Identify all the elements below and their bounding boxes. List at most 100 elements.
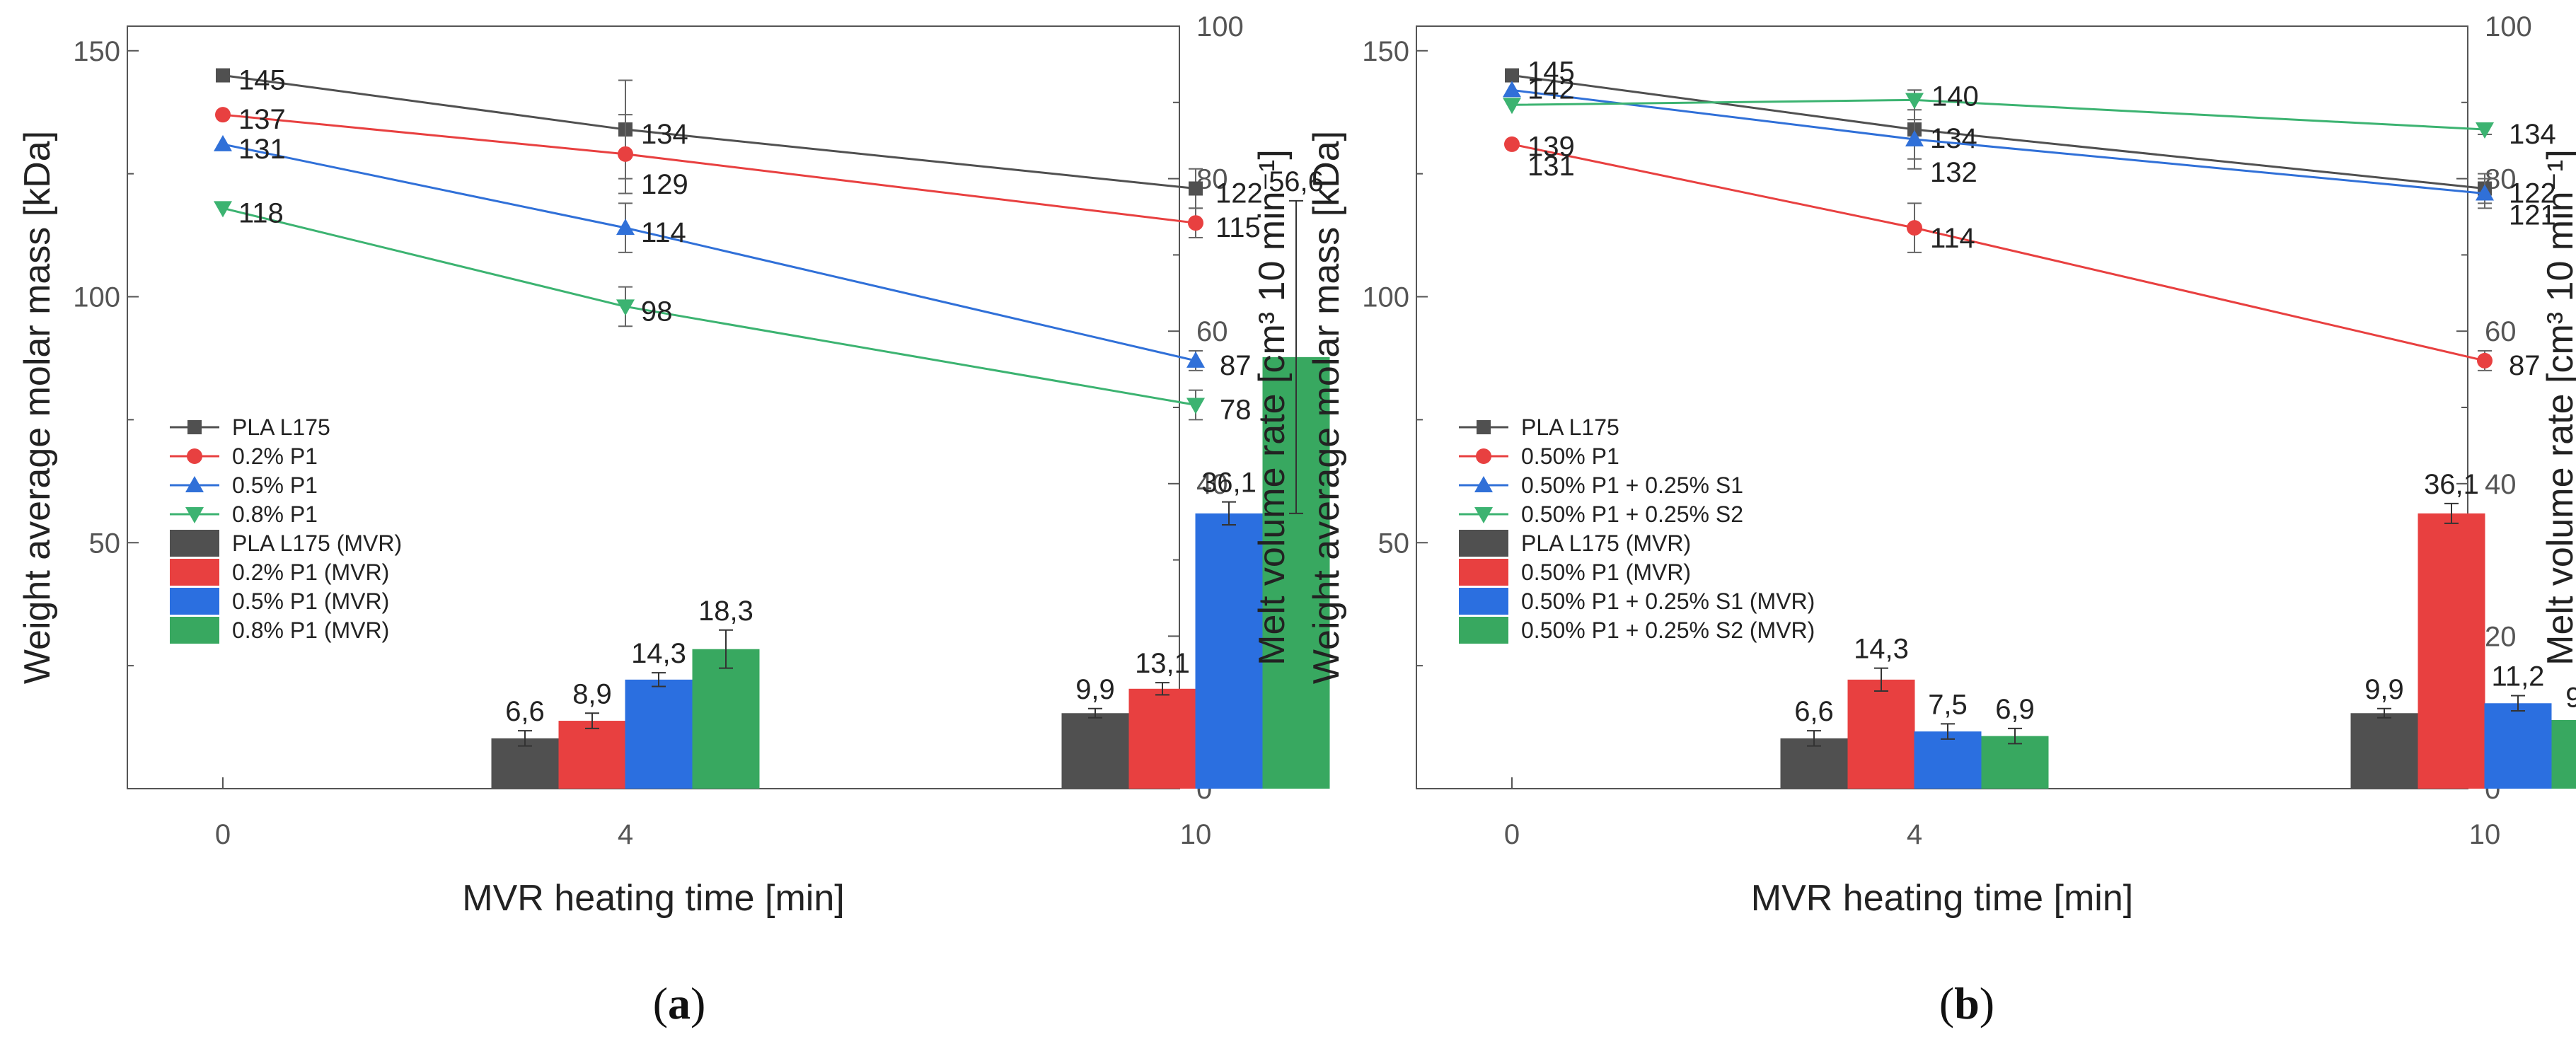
line-value-label: 134 bbox=[641, 119, 688, 150]
marker-triangle-up-icon bbox=[616, 219, 635, 236]
bar-value-label: 7,5 bbox=[1928, 689, 1968, 720]
left-axis-title: Weight average molar mass [kDa] bbox=[1306, 131, 1347, 684]
bar-value-label: 6,9 bbox=[1995, 694, 2035, 725]
right-tick-label: 60 bbox=[2485, 316, 2517, 347]
right-axis-title: Melt volume rate [cm³ 10 min⁻¹] bbox=[2540, 149, 2576, 666]
bar-value-label: 11,2 bbox=[2492, 661, 2545, 692]
bar-pla-l175-mvr- bbox=[1061, 713, 1129, 789]
bar-value-label: 13,1 bbox=[1135, 648, 1190, 679]
bar-0-2-p1-mvr- bbox=[558, 721, 626, 789]
marker-triangle-down-icon bbox=[1905, 93, 1924, 110]
marker-triangle-up-icon bbox=[214, 134, 232, 151]
marker-square-icon bbox=[1189, 181, 1203, 196]
panel-label: (a) bbox=[653, 978, 706, 1028]
bar-value-label: 6,6 bbox=[505, 696, 545, 727]
marker-triangle-down-icon bbox=[1186, 398, 1205, 414]
line-0-2-p1 bbox=[222, 113, 1196, 224]
legend-label: PLA L175 (MVR) bbox=[232, 530, 402, 556]
x-tick-label: 4 bbox=[618, 819, 633, 850]
legend-swatch bbox=[1459, 588, 1508, 615]
marker-triangle-up-icon bbox=[1186, 351, 1205, 368]
legend-marker-square-icon bbox=[1477, 420, 1491, 434]
line-value-label: 137 bbox=[238, 104, 286, 135]
panel-label: (b) bbox=[1939, 978, 1994, 1028]
legend-swatch bbox=[170, 588, 219, 615]
bar-value-label: 9,9 bbox=[1075, 674, 1115, 705]
marker-triangle-up-icon bbox=[1503, 81, 1521, 98]
line-value-label: 78 bbox=[1220, 395, 1252, 426]
line-value-label: 87 bbox=[1220, 350, 1252, 381]
marker-triangle-up-icon bbox=[2476, 184, 2494, 201]
line-value-label: 145 bbox=[238, 65, 286, 96]
legend-marker-square-icon bbox=[187, 420, 202, 434]
left-tick-label: 150 bbox=[1362, 36, 1409, 67]
legend-label: 0.8% P1 (MVR) bbox=[232, 617, 389, 643]
line-0-5-p1 bbox=[222, 143, 1196, 362]
legend-swatch bbox=[1459, 530, 1508, 557]
marker-square-icon bbox=[1505, 68, 1519, 83]
bar-0-5-p1-mvr- bbox=[1195, 513, 1263, 789]
chart-panel-a: 5010015002040608010004106,69,98,913,114,… bbox=[17, 11, 1330, 1028]
line-value-label: 145 bbox=[1527, 57, 1575, 88]
marker-circle-icon bbox=[215, 107, 231, 123]
line-value-label: 142 bbox=[1527, 74, 1575, 105]
x-tick-label: 4 bbox=[1907, 819, 1922, 850]
bar-value-label: 18,3 bbox=[698, 596, 753, 627]
line-value-label: 118 bbox=[238, 197, 284, 228]
bar-value-label: 14,3 bbox=[631, 638, 686, 669]
legend-label: 0.50% P1 (MVR) bbox=[1521, 559, 1691, 585]
legend-label: 0.50% P1 + 0.25% S1 (MVR) bbox=[1521, 588, 1815, 614]
bar-value-label: 9,0 bbox=[2565, 683, 2576, 714]
line-0-50-p1 bbox=[1511, 143, 2485, 362]
bar-0-50-p1-0-25-s2-mvr- bbox=[1981, 736, 2049, 789]
line-value-label: 121 bbox=[2509, 199, 2556, 231]
x-tick-label: 10 bbox=[2469, 819, 2501, 850]
line-value-label: 132 bbox=[1930, 157, 1977, 188]
x-axis-title: MVR heating time [min] bbox=[462, 878, 844, 919]
panel-letter: a bbox=[668, 978, 691, 1028]
right-tick-label: 60 bbox=[1196, 316, 1228, 347]
marker-triangle-down-icon bbox=[616, 299, 635, 316]
line-value-label: 122 bbox=[2509, 178, 2556, 209]
x-tick-label: 0 bbox=[215, 819, 231, 850]
line-value-label: 98 bbox=[641, 296, 673, 327]
legend-marker-triangle-up-icon bbox=[185, 476, 204, 492]
legend-swatch bbox=[1459, 559, 1508, 586]
legend-marker-triangle-down-icon bbox=[1474, 507, 1493, 523]
legend-marker-circle-icon bbox=[187, 448, 202, 464]
x-axis-title: MVR heating time [min] bbox=[1751, 878, 2133, 919]
bar-pla-l175-mvr- bbox=[2350, 713, 2418, 789]
legend-swatch bbox=[170, 617, 219, 644]
bar-0-50-p1-0-25-s1-mvr- bbox=[2484, 703, 2552, 789]
marker-square-icon bbox=[216, 68, 230, 83]
line-value-label: 134 bbox=[1930, 123, 1977, 154]
line-value-label: 131 bbox=[1527, 151, 1575, 182]
legend-swatch bbox=[1459, 617, 1508, 644]
line-value-label: 129 bbox=[641, 169, 688, 200]
legend-label: PLA L175 (MVR) bbox=[1521, 530, 1691, 556]
line-value-label: 122 bbox=[1215, 178, 1263, 209]
bar-value-label: 8,9 bbox=[572, 678, 612, 709]
bar-value-label: 56,6 bbox=[1269, 166, 1324, 197]
bar-value-label: 6,6 bbox=[1794, 696, 1834, 727]
legend-label: 0.8% P1 bbox=[232, 501, 318, 527]
bar-0-50-p1-0-25-s1-mvr- bbox=[1914, 731, 1982, 789]
marker-triangle-down-icon bbox=[2476, 122, 2494, 139]
marker-circle-icon bbox=[1907, 220, 1922, 236]
line-pla-l175 bbox=[222, 74, 1196, 190]
marker-triangle-up-icon bbox=[1905, 129, 1924, 146]
bar-0-8-p1-mvr- bbox=[692, 649, 760, 789]
legend-swatch bbox=[170, 530, 219, 557]
line-value-label: 134 bbox=[2509, 119, 2556, 150]
marker-circle-icon bbox=[2477, 352, 2493, 369]
legend-label: PLA L175 bbox=[1521, 414, 1619, 440]
bar-0-50-p1-mvr- bbox=[1847, 679, 1915, 789]
line-value-label: 114 bbox=[1930, 223, 1975, 254]
legend-label: 0.2% P1 bbox=[232, 443, 318, 469]
legend-label: 0.50% P1 + 0.25% S1 bbox=[1521, 472, 1743, 498]
marker-circle-icon bbox=[1504, 136, 1520, 152]
left-axis-title: Weight average molar mass [kDa] bbox=[17, 131, 58, 684]
line-value-label: 115 bbox=[1215, 212, 1261, 243]
line-value-label: 87 bbox=[2509, 350, 2541, 381]
